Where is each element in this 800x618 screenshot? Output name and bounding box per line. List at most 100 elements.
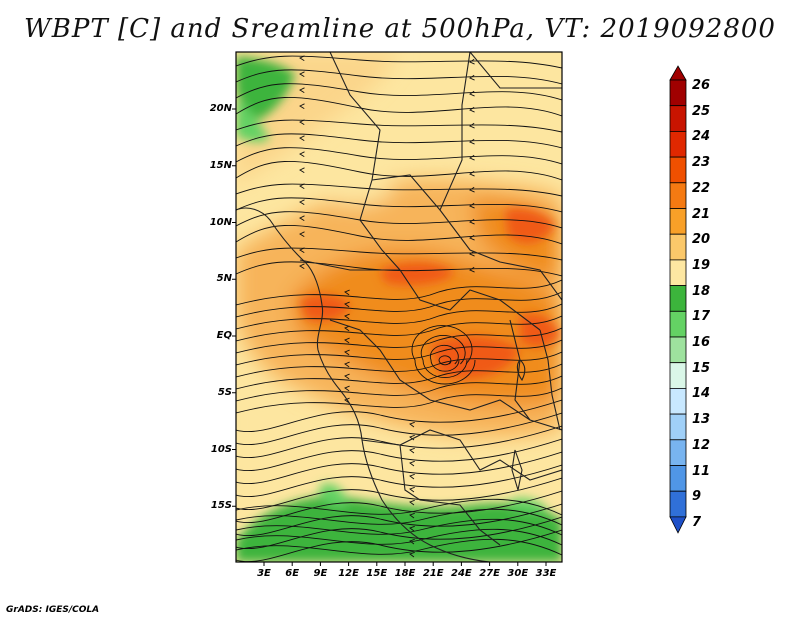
lake-victoria [516, 359, 526, 382]
streamline-arrow [299, 215, 305, 221]
streamline-north [236, 69, 562, 85]
streamline-south [236, 464, 562, 497]
streamline-south [236, 503, 562, 536]
streamline-vortex [438, 355, 452, 366]
streamline-central [236, 375, 562, 402]
streamline-north [236, 83, 562, 101]
wbpt-hotspots [236, 208, 560, 455]
colorbar-swatch [669, 130, 687, 158]
streamline-arrow [344, 313, 350, 320]
streamline-arrow [469, 266, 475, 273]
streamline-arrow [409, 525, 415, 532]
boundary-central-north [329, 52, 541, 331]
streamline-central [236, 315, 562, 342]
streamline-arrow [299, 263, 305, 269]
boundary-east [539, 329, 561, 431]
streamline-arrow [469, 186, 475, 193]
colorbar-swatch [669, 259, 687, 286]
lon-label: 6E [285, 568, 300, 579]
streamline-north [236, 147, 562, 165]
streamline-north [236, 133, 562, 149]
streamline-south [236, 451, 562, 484]
map-frame [235, 51, 563, 563]
boundary-north-east [439, 52, 562, 301]
colorbar-swatch [669, 285, 687, 312]
colorbar-label: 15 [692, 360, 711, 376]
streamline-bottom [236, 498, 562, 516]
colorbar-swatch [669, 105, 687, 132]
streamline-arrow [469, 106, 475, 113]
streamline-arrow [469, 154, 475, 161]
colorbar-swatch [669, 182, 687, 209]
colorbar-swatch [669, 310, 687, 338]
streamline-arrow [299, 135, 305, 141]
colorbar-label: 9 [692, 489, 702, 505]
streamline-arrow [344, 397, 350, 404]
shade-green-patch [320, 483, 348, 507]
lake-malawi [511, 449, 523, 491]
lon-label: 12E [338, 568, 359, 579]
streamline-south [236, 516, 562, 549]
streamline-bottom [236, 528, 562, 546]
shade-sw-cool [236, 395, 300, 455]
streamline-arrow [299, 151, 305, 157]
boundary-angola-zambia [361, 429, 562, 481]
colorbar-swatch [669, 465, 687, 492]
streamline-arrow [299, 183, 305, 189]
lat-label: EQ [216, 330, 232, 341]
streamline-arrow [299, 199, 305, 205]
colorbar-label: 13 [692, 412, 711, 428]
streamline-arrow [409, 460, 415, 467]
streamline-arrow [299, 247, 305, 253]
streamline-arrow [469, 202, 475, 209]
streamline-arrow [409, 551, 415, 558]
colorbar-label: 7 [692, 514, 702, 530]
lon-label: 24E [451, 568, 472, 579]
grads-credit: GrADS: IGES/COLA [6, 605, 100, 615]
colorbar-label: 24 [692, 129, 711, 145]
lat-label: 5N [216, 273, 232, 285]
streamline-arrow [299, 87, 305, 93]
colorbar-label: 11 [692, 463, 711, 479]
colorbar-bottom-arrow [669, 516, 687, 534]
lon-label: 30E [507, 568, 529, 579]
lon-label: 21E [422, 568, 444, 579]
lon-label: 27E [479, 568, 500, 579]
lat-label: 15S [210, 500, 232, 512]
boundary-great-lakes [509, 319, 531, 421]
streamline-arrow [299, 231, 305, 237]
streamline-arrow [299, 119, 305, 125]
streamline-arrow [469, 170, 475, 177]
colorbar-label: 23 [692, 155, 711, 171]
colorbar-label: 17 [692, 309, 711, 325]
streamlines [236, 55, 562, 562]
streamline-central [236, 291, 562, 318]
streamline-arrow [409, 512, 415, 519]
colorbar-label: 21 [692, 206, 711, 222]
lat-label: 20N [209, 103, 232, 114]
boundary-chad-sudan [371, 174, 441, 211]
streamline-vortex [411, 325, 476, 385]
streamline-south [236, 399, 562, 432]
colorbar-swatch [669, 387, 687, 415]
streamline-arrow [469, 122, 475, 129]
colorbar-swatch [669, 156, 687, 184]
colorbar-label: 14 [692, 386, 711, 402]
streamline-arrow [409, 421, 415, 428]
colorbar-label: 25 [692, 103, 711, 119]
lat-label: 5S [217, 386, 232, 398]
streamline-south [236, 425, 562, 458]
streamline-arrow [469, 74, 475, 81]
streamline-central [236, 327, 562, 354]
colorbar-swatch [669, 413, 687, 441]
page-title: WBPT [C] and Sreamline at 500hPa, VT: 20… [24, 14, 776, 44]
lat-label: 10S [210, 443, 232, 455]
streamline-bottom [236, 538, 562, 556]
lon-label: 9E [313, 568, 328, 579]
streamline-north [236, 197, 562, 213]
lon-label: 18E [394, 568, 416, 579]
boundary-drc-north [329, 319, 562, 431]
colorbar-label: 22 [692, 180, 711, 196]
shade-hot-ne [505, 208, 555, 243]
boundary-southern [399, 444, 501, 546]
